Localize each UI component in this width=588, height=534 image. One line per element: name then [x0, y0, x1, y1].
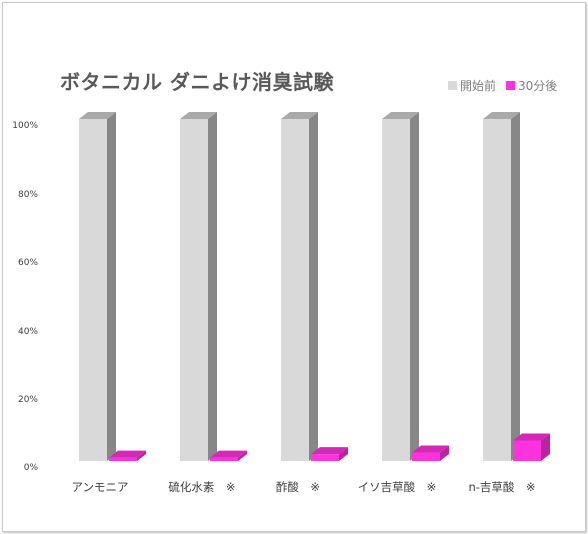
- y-tick-label: 80%: [18, 190, 38, 200]
- bar-before-top: [79, 112, 116, 119]
- y-tick-label: 100%: [12, 121, 38, 131]
- y-tick-label: 60%: [18, 258, 38, 268]
- bar-before-top: [281, 112, 318, 119]
- x-category-label: 酢酸 ※: [276, 480, 320, 494]
- bar-after-top: [412, 445, 449, 453]
- x-category-label: n-吉草酸 ※: [468, 480, 535, 494]
- bar-before-side: [410, 112, 419, 461]
- bar-after-side: [238, 450, 247, 461]
- bar-before: [382, 119, 410, 461]
- bar-before: [79, 119, 107, 461]
- legend-item-after: 30分後: [506, 77, 557, 94]
- legend-label-before: 開始前: [460, 79, 497, 93]
- bar-before-side: [107, 112, 116, 461]
- bar-before-top: [483, 112, 520, 119]
- bar-after: [109, 457, 137, 461]
- bar-after-side: [137, 450, 146, 461]
- legend-label-after: 30分後: [518, 79, 558, 93]
- chart-legend: 開始前 30分後: [448, 77, 557, 94]
- bar-after-top: [109, 450, 146, 458]
- bar-after: [513, 440, 541, 461]
- bar-before-side: [309, 112, 318, 461]
- legend-item-before: 開始前: [448, 77, 496, 94]
- bar-after-side: [339, 447, 348, 461]
- bar-before-side: [511, 112, 520, 461]
- bar-after: [210, 457, 238, 461]
- bar-after: [412, 452, 440, 461]
- bar-before: [281, 119, 309, 461]
- legend-swatch-after: [506, 81, 516, 90]
- bar-after: [311, 454, 339, 461]
- bar-before: [180, 119, 208, 461]
- legend-swatch-before: [448, 81, 457, 90]
- y-tick-label: 40%: [18, 327, 38, 337]
- x-category-label: イソ吉草酸 ※: [358, 480, 437, 494]
- bar-after-top: [513, 433, 550, 441]
- chart-title: ボタニカル ダニよけ消臭試験: [60, 70, 334, 94]
- x-category-label: 硫化水素 ※: [168, 480, 235, 494]
- bar-before-top: [382, 112, 419, 119]
- y-tick-label: 20%: [18, 395, 38, 405]
- bar-before-top: [180, 112, 217, 119]
- x-category-label: アンモニア: [71, 480, 128, 494]
- bar-after-side: [440, 445, 449, 461]
- y-tick-label: 0%: [24, 463, 39, 473]
- bar-after-side: [541, 433, 550, 461]
- bar-before-side: [208, 112, 217, 461]
- bar-before: [483, 119, 511, 461]
- bar-after-top: [210, 450, 247, 458]
- bar-after-top: [311, 447, 348, 455]
